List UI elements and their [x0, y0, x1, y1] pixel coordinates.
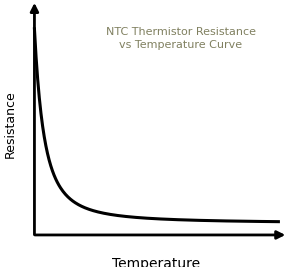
Text: NTC Thermistor Resistance
vs Temperature Curve: NTC Thermistor Resistance vs Temperature…: [106, 27, 256, 50]
Text: Temperature: Temperature: [112, 257, 201, 267]
Text: Resistance: Resistance: [3, 90, 17, 158]
